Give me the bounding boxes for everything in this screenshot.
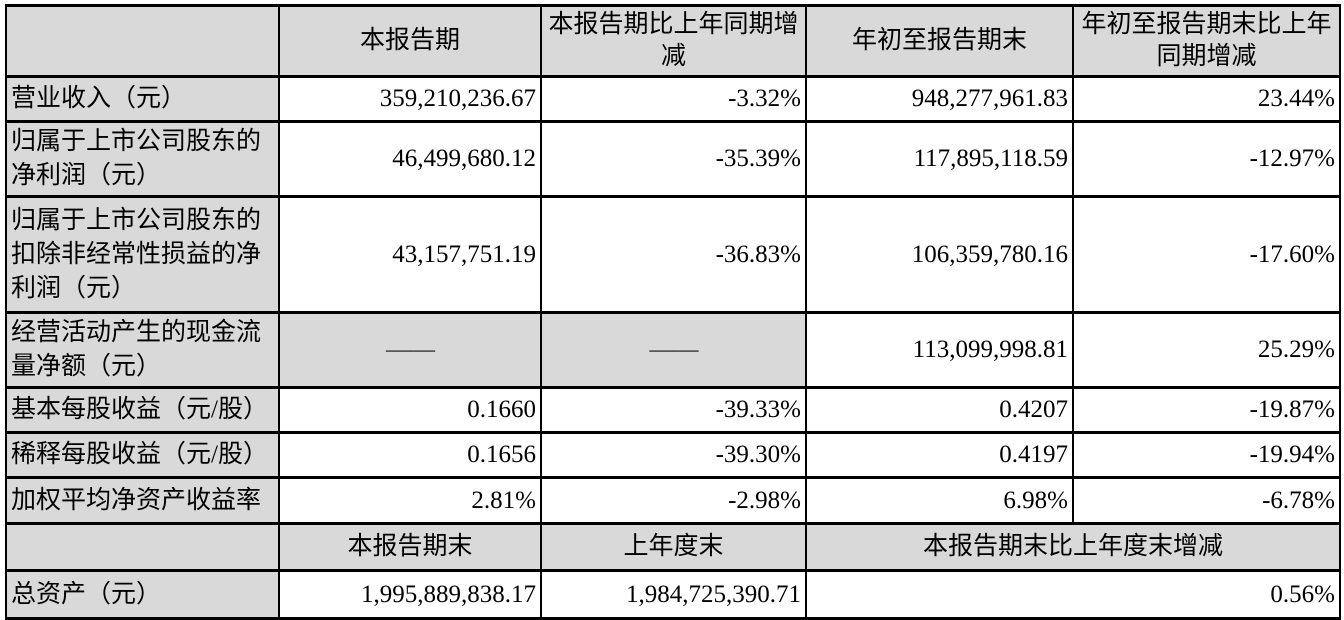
value-cell: 117,895,118.59 [805, 120, 1074, 198]
value-cell: 2.81% [278, 476, 542, 525]
row-label-cell: 经营活动产生的现金流量净额（元） [5, 311, 280, 389]
row-diluted-eps: 稀释每股收益（元/股） 0.1656 -39.30% 0.4197 -19.94… [5, 431, 1341, 479]
subheader-corner-cell [5, 522, 280, 572]
value-cell: 1,995,889,838.17 [278, 569, 542, 620]
row-label-cell: 加权平均净资产收益率 [5, 476, 280, 525]
value-cell: 359,210,236.67 [278, 75, 542, 123]
row-weighted-avg-roe: 加权平均净资产收益率 2.81% -2.98% 6.98% -6.78% [5, 476, 1341, 525]
value-cell: 1,984,725,390.71 [540, 569, 807, 620]
row-label-cell: 营业收入（元） [5, 75, 280, 123]
value-cell: -19.87% [1072, 386, 1341, 434]
subheader-row: 本报告期末 上年度末 本报告期末比上年度末增减 [5, 522, 1341, 572]
row-label-cell: 归属于上市公司股东的扣除非经常性损益的净利润（元） [5, 195, 280, 314]
row-label-cell: 基本每股收益（元/股） [5, 386, 280, 434]
value-cell: -12.97% [1072, 120, 1341, 198]
row-net-profit: 归属于上市公司股东的净利润（元） 46,499,680.12 -35.39% 1… [5, 120, 1341, 198]
value-cell: 43,157,751.19 [278, 195, 542, 314]
subheader-end-change: 本报告期末比上年度末增减 [805, 522, 1341, 572]
row-total-assets: 总资产（元） 1,995,889,838.17 1,984,725,390.71… [5, 569, 1341, 620]
value-cell: 25.29% [1072, 311, 1341, 389]
value-cell: -39.30% [540, 431, 807, 479]
dash-cell: —— [278, 311, 542, 389]
value-cell: 23.44% [1072, 75, 1341, 123]
dash-cell: —— [540, 311, 807, 389]
value-cell: 0.4207 [805, 386, 1074, 434]
value-cell: -39.33% [540, 386, 807, 434]
row-label-cell: 稀释每股收益（元/股） [5, 431, 280, 479]
header-corner-cell [5, 4, 280, 78]
header-ytd-yoy: 年初至报告期末比上年同期增减 [1072, 4, 1341, 78]
value-cell: -17.60% [1072, 195, 1341, 314]
value-cell: 46,499,680.12 [278, 120, 542, 198]
row-operating-revenue: 营业收入（元） 359,210,236.67 -3.32% 948,277,96… [5, 75, 1341, 123]
value-cell: -6.78% [1072, 476, 1341, 525]
header-ytd: 年初至报告期末 [805, 4, 1074, 78]
subheader-current-end: 本报告期末 [278, 522, 542, 572]
row-label-cell: 归属于上市公司股东的净利润（元） [5, 120, 280, 198]
value-cell: 0.1656 [278, 431, 542, 479]
value-cell: 113,099,998.81 [805, 311, 1074, 389]
value-cell: 0.4197 [805, 431, 1074, 479]
header-current-period: 本报告期 [278, 4, 542, 78]
header-current-period-yoy: 本报告期比上年同期增减 [540, 4, 807, 78]
value-cell: 6.98% [805, 476, 1074, 525]
row-label-cell: 总资产（元） [5, 569, 280, 620]
value-cell: -36.83% [540, 195, 807, 314]
value-cell: -19.94% [1072, 431, 1341, 479]
value-cell: -2.98% [540, 476, 807, 525]
row-net-profit-excl-nonrecurring: 归属于上市公司股东的扣除非经常性损益的净利润（元） 43,157,751.19 … [5, 195, 1341, 314]
value-cell: -3.32% [540, 75, 807, 123]
header-row: 本报告期 本报告期比上年同期增减 年初至报告期末 年初至报告期末比上年同期增减 [5, 4, 1341, 78]
value-cell: 0.1660 [278, 386, 542, 434]
value-cell: 0.56% [805, 569, 1341, 620]
value-cell: 948,277,961.83 [805, 75, 1074, 123]
value-cell: -35.39% [540, 120, 807, 198]
row-basic-eps: 基本每股收益（元/股） 0.1660 -39.33% 0.4207 -19.87… [5, 386, 1341, 434]
row-operating-cash-flow: 经营活动产生的现金流量净额（元） —— —— 113,099,998.81 25… [5, 311, 1341, 389]
key-financials-table: 本报告期 本报告期比上年同期增减 年初至报告期末 年初至报告期末比上年同期增减 … [5, 4, 1341, 620]
value-cell: 106,359,780.16 [805, 195, 1074, 314]
subheader-prior-year-end: 上年度末 [540, 522, 807, 572]
